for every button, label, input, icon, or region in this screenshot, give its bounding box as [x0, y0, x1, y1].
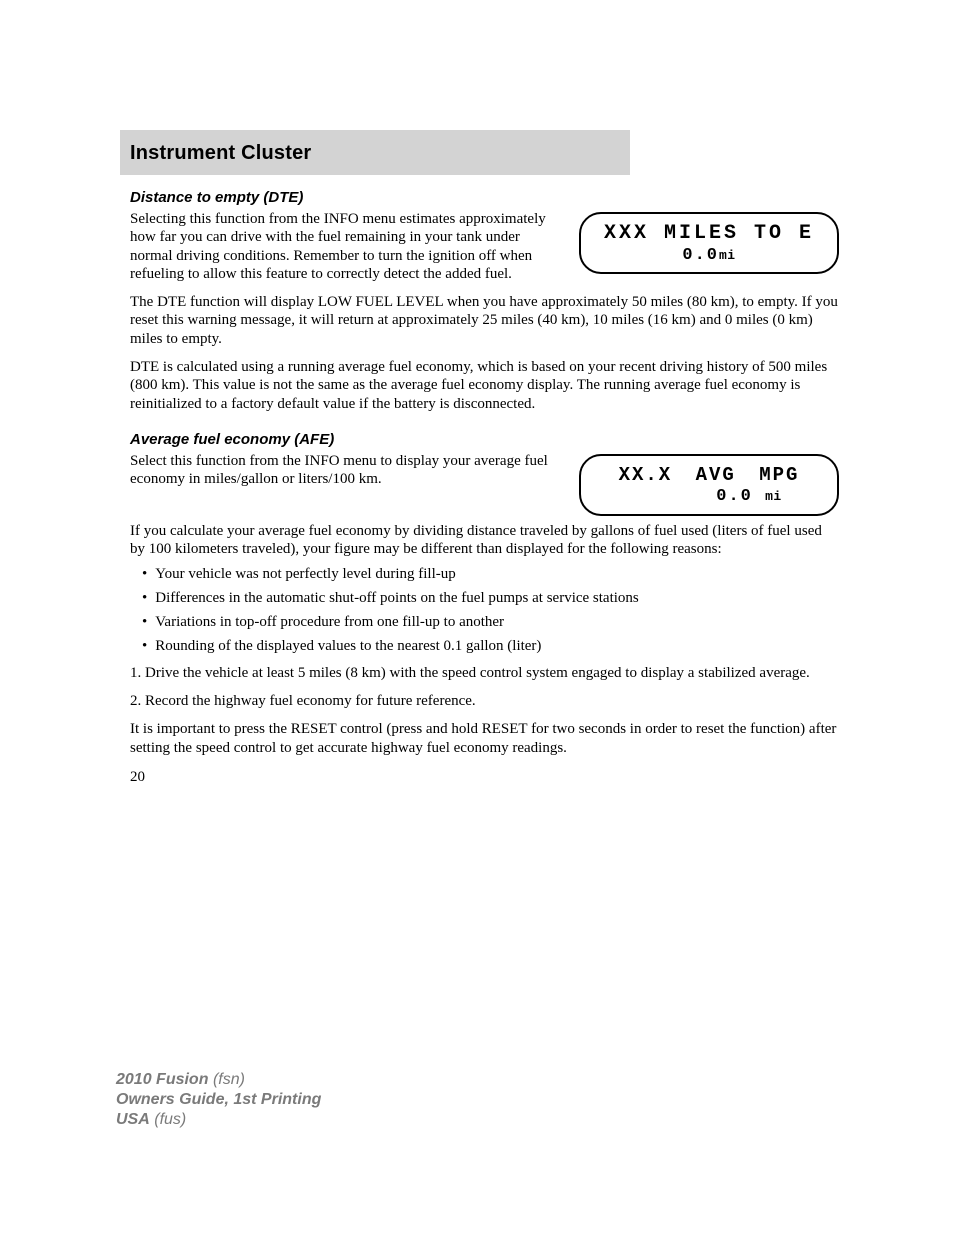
list-item: Your vehicle was not perfectly level dur… — [130, 565, 839, 583]
footer-model: 2010 Fusion — [116, 1071, 208, 1088]
dte-display-value: 0.0 — [682, 246, 719, 265]
footer-line1: 2010 Fusion (fsn) — [116, 1070, 321, 1090]
afe-display-value: 0.0 — [716, 487, 753, 506]
dte-display-line2: 0.0mi — [682, 246, 735, 265]
list-item: Differences in the automatic shut-off po… — [130, 589, 839, 607]
footer-region-code: (fus) — [154, 1111, 186, 1128]
dte-para3: DTE is calculated using a running averag… — [130, 358, 839, 413]
section-header-band: Instrument Cluster — [120, 130, 630, 175]
section-title: Instrument Cluster — [130, 142, 620, 165]
dte-display-line1: XXX MILES TO E — [604, 222, 814, 245]
footer-block: 2010 Fusion (fsn) Owners Guide, 1st Prin… — [116, 1070, 321, 1130]
dte-block: XXX MILES TO E 0.0mi Selecting this func… — [130, 210, 839, 293]
footer-region: USA — [116, 1111, 150, 1128]
page-number: 20 — [130, 769, 839, 786]
afe-display-line2: 0.0 mi — [716, 487, 781, 506]
afe-display-unit: mi — [765, 489, 782, 504]
afe-display-line1: XX.X AVG MPG — [619, 464, 800, 486]
afe-step2: 2. Record the highway fuel economy for f… — [130, 692, 839, 710]
list-item: Variations in top-off procedure from one… — [130, 613, 839, 631]
footer-guide: Owners Guide, 1st Printing — [116, 1090, 321, 1110]
afe-block: XX.X AVG MPG 0.0 mi Select this function… — [130, 452, 839, 522]
afe-step1: 1. Drive the vehicle at least 5 miles (8… — [130, 664, 839, 682]
dte-heading: Distance to empty (DTE) — [130, 189, 839, 206]
list-item: Rounding of the displayed values to the … — [130, 637, 839, 655]
page-content: Instrument Cluster Distance to empty (DT… — [0, 0, 954, 786]
dte-para2: The DTE function will display LOW FUEL L… — [130, 293, 839, 348]
afe-para2: If you calculate your average fuel econo… — [130, 522, 839, 559]
dte-display: XXX MILES TO E 0.0mi — [579, 212, 839, 274]
afe-heading: Average fuel economy (AFE) — [130, 431, 839, 448]
dte-display-unit: mi — [719, 248, 736, 263]
afe-display: XX.X AVG MPG 0.0 mi — [579, 454, 839, 516]
afe-para3: It is important to press the RESET contr… — [130, 720, 839, 757]
afe-bullet-list: Your vehicle was not perfectly level dur… — [130, 565, 839, 656]
footer-model-code: (fsn) — [213, 1071, 245, 1088]
footer-line3: USA (fus) — [116, 1110, 321, 1130]
